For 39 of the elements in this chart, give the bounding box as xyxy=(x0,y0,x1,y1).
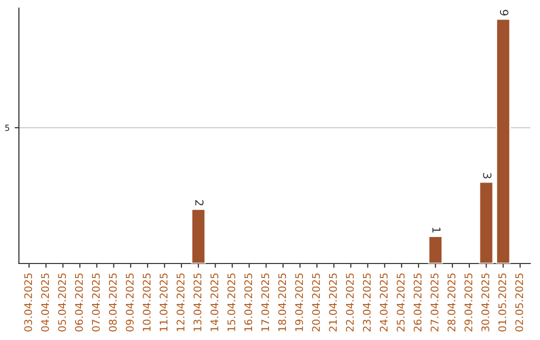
x-tick-label: 03.04.2025 xyxy=(24,273,32,332)
x-tick-label: 08.04.2025 xyxy=(108,273,117,332)
x-tick-label: 25.04.2025 xyxy=(396,273,405,332)
x-tick-label: 27.04.2025 xyxy=(430,273,438,332)
x-tick-label: 22.04.2025 xyxy=(346,273,354,332)
x-tick-label: 09.04.2025 xyxy=(126,273,134,332)
x-tick-label: 19.04.2025 xyxy=(295,273,304,332)
x-tick-label: 04.04.2025 xyxy=(41,273,50,332)
x-tick-label: 01.05.2025 xyxy=(498,273,506,332)
data-label: 1 xyxy=(432,228,440,233)
bar xyxy=(496,18,511,264)
x-tick-label: 16.04.2025 xyxy=(244,273,252,332)
x-tick-label: 02.05.2025 xyxy=(515,273,524,332)
bar xyxy=(478,181,494,264)
x-tick-label: 18.04.2025 xyxy=(278,273,286,332)
x-tick-label: 21.04.2025 xyxy=(329,273,337,332)
x-tick-label: 17.04.2025 xyxy=(261,273,270,332)
data-label: 3 xyxy=(483,173,492,178)
bar xyxy=(428,236,443,264)
data-label: 2 xyxy=(195,200,204,206)
x-tick-label: 29.04.2025 xyxy=(464,273,472,332)
x-tick-label: 28.04.2025 xyxy=(448,273,456,332)
bar xyxy=(190,208,206,264)
x-tick-label: 10.04.2025 xyxy=(142,273,151,332)
x-tick-label: 05.04.2025 xyxy=(58,273,66,332)
x-tick-label: 20.04.2025 xyxy=(312,273,320,332)
data-label: 9 xyxy=(500,10,508,16)
x-tick-label: 11.04.2025 xyxy=(160,273,168,332)
x-tick-label: 13.04.2025 xyxy=(194,273,202,332)
x-tick-label: 06.04.2025 xyxy=(75,273,83,332)
x-tick-label: 07.04.2025 xyxy=(92,273,100,332)
x-tick-label: 24.04.2025 xyxy=(380,273,388,332)
x-tick-label: 15.04.2025 xyxy=(227,273,236,332)
x-tick-label: 30.04.2025 xyxy=(481,273,490,332)
x-tick-label: 14.04.2025 xyxy=(210,273,218,332)
y-tick-label: 5 xyxy=(5,124,10,131)
x-tick-label: 12.04.2025 xyxy=(176,273,184,332)
x-tick-label: 23.04.2025 xyxy=(362,273,371,332)
x-tick-label: 26.04.2025 xyxy=(414,273,422,332)
